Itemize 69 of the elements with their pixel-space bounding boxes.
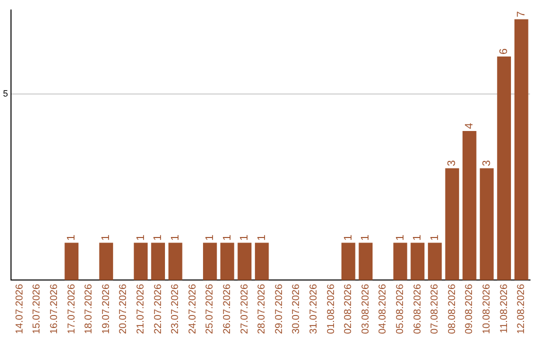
bar — [462, 131, 476, 280]
x-tick-label: 04.08.2026 — [378, 284, 389, 334]
data-label: 1 — [360, 234, 372, 241]
x-tick-label: 14.07.2026 — [14, 284, 26, 334]
data-label: 1 — [428, 234, 441, 241]
data-label: 6 — [498, 48, 510, 55]
x-tick-label: 03.08.2026 — [360, 284, 372, 334]
x-tick-label: 08.08.2026 — [446, 284, 458, 334]
x-tick-label: 23.07.2026 — [170, 284, 182, 334]
x-tick-label: 21.07.2026 — [136, 284, 147, 334]
data-label: 1 — [66, 234, 78, 241]
x-tick-label: 30.07.2026 — [291, 284, 302, 334]
x-tick-label: 05.08.2026 — [395, 284, 406, 334]
bar — [238, 242, 252, 280]
data-label: 1 — [134, 234, 147, 241]
x-tick-label: 02.08.2026 — [343, 284, 354, 334]
data-label: 1 — [221, 234, 234, 241]
bar — [168, 242, 182, 280]
x-tick-label: 19.07.2026 — [100, 284, 112, 334]
bar — [393, 242, 408, 280]
bar — [64, 242, 78, 280]
bar — [341, 242, 356, 280]
data-label: 1 — [169, 234, 182, 241]
x-tick-label: 27.07.2026 — [239, 284, 250, 334]
bar — [428, 242, 442, 280]
x-tick-label: 28.07.2026 — [256, 284, 268, 334]
data-label: 1 — [412, 234, 424, 241]
data-label: 1 — [152, 234, 164, 241]
bar — [445, 168, 460, 280]
bar — [99, 242, 114, 280]
x-tick-label: 12.08.2026 — [516, 284, 528, 334]
data-label: 1 — [100, 234, 112, 241]
x-tick-label: 11.08.2026 — [498, 284, 510, 334]
x-tick-label: 22.07.2026 — [152, 284, 164, 334]
x-tick-label: 16.07.2026 — [49, 284, 60, 334]
bar — [410, 242, 424, 280]
x-tick-label: 24.07.2026 — [187, 284, 198, 334]
bar — [514, 19, 528, 280]
x-tick-label: 06.08.2026 — [412, 284, 424, 334]
data-label: 3 — [446, 160, 458, 166]
data-label: 1 — [342, 234, 354, 241]
bar — [134, 242, 148, 280]
bar — [358, 242, 373, 280]
x-tick-label: 18.07.2026 — [84, 284, 95, 334]
bar — [254, 242, 269, 280]
x-tick-label: 29.07.2026 — [274, 284, 285, 334]
x-tick-label: 20.07.2026 — [118, 284, 130, 334]
bar — [497, 56, 511, 280]
y-tick-label: 5 — [2, 88, 8, 98]
bar — [203, 242, 217, 280]
x-tick-label: 07.08.2026 — [430, 284, 441, 334]
x-tick-label: 17.07.2026 — [66, 284, 78, 334]
x-tick-label: 01.08.2026 — [326, 284, 337, 334]
bar — [151, 242, 165, 280]
bar — [480, 168, 494, 280]
x-tick-label: 15.07.2026 — [32, 284, 43, 334]
x-tick-label: 25.07.2026 — [204, 284, 216, 334]
data-label: 1 — [238, 234, 251, 241]
x-tick-label: 09.08.2026 — [464, 284, 476, 334]
data-label: 3 — [480, 160, 493, 166]
data-label: 7 — [515, 11, 528, 18]
data-label: 1 — [204, 234, 216, 241]
data-label: 1 — [256, 234, 268, 241]
x-tick-label: 10.08.2026 — [482, 284, 492, 334]
data-label: 4 — [463, 122, 476, 130]
bar — [220, 242, 234, 280]
x-tick-label: 26.07.2026 — [222, 284, 234, 334]
x-tick-label: 31.07.2026 — [308, 284, 320, 334]
data-label: 1 — [394, 234, 406, 241]
